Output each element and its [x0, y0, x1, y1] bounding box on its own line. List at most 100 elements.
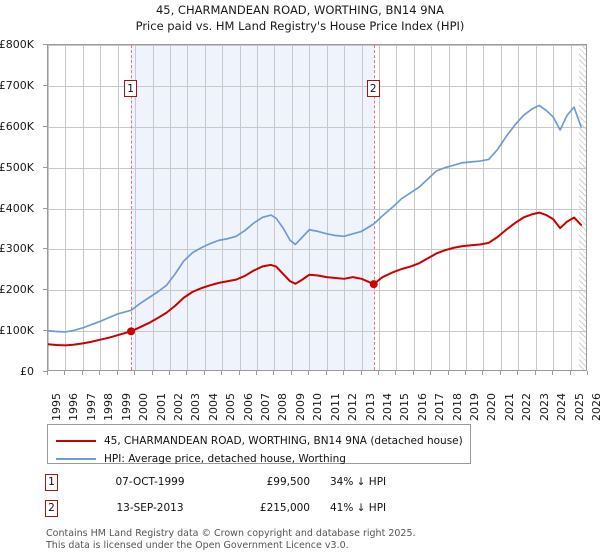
- x-axis-tick: [308, 371, 309, 375]
- event-line-1: [131, 45, 133, 370]
- gridline-vertical: [396, 45, 397, 370]
- x-axis-tick: [221, 371, 222, 375]
- gridline-vertical: [118, 45, 119, 370]
- y-axis-tick: [43, 289, 47, 290]
- y-axis-label: £100K: [0, 324, 34, 337]
- x-axis-tick: [552, 371, 553, 375]
- event-badge-2[interactable]: 2: [366, 80, 380, 97]
- y-axis-tick: [43, 126, 47, 127]
- x-axis-label: 2020: [485, 393, 498, 421]
- sale-marker-dot-1[interactable]: [127, 327, 136, 336]
- x-axis-label: 1997: [85, 393, 98, 421]
- gridline-horizontal: [48, 290, 586, 291]
- gridline-vertical: [518, 45, 519, 370]
- gridline-vertical: [466, 45, 467, 370]
- x-axis-label: 2006: [242, 393, 255, 421]
- transaction-badge[interactable]: 1: [45, 474, 58, 491]
- y-axis-label: £500K: [0, 161, 34, 174]
- transaction-date: 07-OCT-1999: [115, 476, 185, 488]
- chart-legend: 45, CHARMANDEAN ROAD, WORTHING, BN14 9NA…: [47, 424, 471, 466]
- gridline-vertical: [222, 45, 223, 370]
- event-line-2: [373, 45, 375, 370]
- footer-line-2: This data is licensed under the Open Gov…: [46, 539, 349, 551]
- x-axis-tick: [361, 371, 362, 375]
- x-axis-tick: [482, 371, 483, 375]
- forecast-hatch-band: [579, 45, 586, 370]
- table-row[interactable]: 1 07-OCT-1999 £99,500 34% ↓ HPI: [45, 472, 475, 498]
- x-axis-tick: [256, 371, 257, 375]
- gridline-horizontal: [48, 86, 586, 87]
- x-axis-tick: [291, 371, 292, 375]
- gridline-horizontal: [48, 249, 586, 250]
- gridline-vertical: [449, 45, 450, 370]
- transactions-table: 1 07-OCT-1999 £99,500 34% ↓ HPI 2 13-SEP-2013…: [45, 472, 475, 524]
- gridline-vertical: [257, 45, 258, 370]
- x-axis-tick: [448, 371, 449, 375]
- x-axis-label: 2017: [433, 393, 446, 421]
- x-axis-label: 2010: [311, 393, 324, 421]
- ownership-highlight-band: [131, 45, 374, 370]
- table-row[interactable]: 2 13-SEP-2013 £215,000 41% ↓ HPI: [45, 498, 475, 524]
- x-axis-label: 1995: [50, 393, 63, 421]
- footer-attribution: Contains HM Land Registry data © Crown c…: [46, 528, 566, 551]
- x-axis-tick: [82, 371, 83, 375]
- gridline-vertical: [431, 45, 432, 370]
- gridline-vertical: [553, 45, 554, 370]
- x-axis-tick: [47, 371, 48, 375]
- gridline-vertical: [309, 45, 310, 370]
- y-axis-label: £300K: [0, 242, 34, 255]
- x-axis-label: 2002: [172, 393, 185, 421]
- transaction-badge[interactable]: 2: [45, 500, 58, 517]
- x-axis-tick: [430, 371, 431, 375]
- gridline-vertical: [135, 45, 136, 370]
- gridline-vertical: [100, 45, 101, 370]
- x-axis-label: 1998: [102, 393, 115, 421]
- x-axis-tick: [64, 371, 65, 375]
- x-axis-label: 2025: [573, 393, 586, 421]
- x-axis-label: 2007: [259, 393, 272, 421]
- price-history-chart: £0 £100K £200K £300K £400K £500K £600K £700K £80…: [0, 39, 600, 421]
- x-axis-label: 2019: [468, 393, 481, 421]
- y-axis-label: £600K: [0, 120, 34, 133]
- gridline-horizontal: [48, 168, 586, 169]
- sale-marker-dot-2[interactable]: [369, 280, 378, 289]
- gridline-vertical: [170, 45, 171, 370]
- x-axis-tick: [500, 371, 501, 375]
- transaction-hpi-delta: 41% ↓ HPI: [330, 502, 387, 514]
- x-axis-tick: [465, 371, 466, 375]
- y-axis-label: £700K: [0, 79, 34, 92]
- event-badge-1[interactable]: 1: [124, 80, 138, 97]
- x-axis-tick: [117, 371, 118, 375]
- x-axis-tick: [239, 371, 240, 375]
- y-axis-tick: [43, 330, 47, 331]
- x-axis-tick: [99, 371, 100, 375]
- x-axis-tick: [152, 371, 153, 375]
- legend-swatch: [56, 440, 96, 442]
- x-axis-label: 2000: [137, 393, 150, 421]
- x-axis-label: 2024: [555, 393, 568, 421]
- gridline-vertical: [414, 45, 415, 370]
- y-axis-tick: [43, 44, 47, 45]
- footer-line-1: Contains HM Land Registry data © Crown c…: [46, 528, 416, 539]
- transaction-date: 13-SEP-2013: [116, 502, 184, 514]
- legend-swatch: [56, 458, 96, 460]
- gridline-horizontal: [48, 209, 586, 210]
- y-axis-label: £400K: [0, 202, 34, 215]
- y-axis-tick: [43, 371, 47, 372]
- x-axis-tick: [169, 371, 170, 375]
- gridline-vertical: [205, 45, 206, 370]
- x-axis-tick: [517, 371, 518, 375]
- x-axis-label: 2026: [590, 393, 600, 421]
- series-line-price-paid: [48, 211, 583, 347]
- y-axis-label: £200K: [0, 283, 34, 296]
- y-axis-tick: [43, 167, 47, 168]
- gridline-vertical: [48, 45, 49, 370]
- x-axis-label: 2003: [189, 393, 202, 421]
- x-axis-label: 2018: [451, 393, 464, 421]
- gridline-vertical: [83, 45, 84, 370]
- x-axis-label: 2023: [538, 393, 551, 421]
- y-axis-tick: [43, 248, 47, 249]
- legend-label: HPI: Average price, detached house, Wort…: [104, 453, 346, 465]
- x-axis-label: 2004: [207, 393, 220, 421]
- legend-item: HPI: Average price, detached house, Wort…: [56, 452, 346, 466]
